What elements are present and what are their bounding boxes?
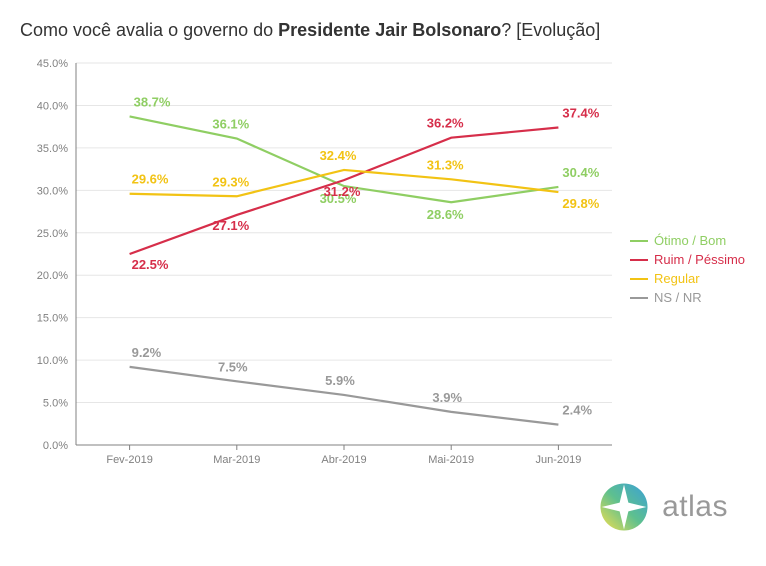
svg-text:25.0%: 25.0% <box>37 228 68 240</box>
svg-text:30.0%: 30.0% <box>37 185 68 197</box>
legend-swatch <box>630 259 648 261</box>
svg-text:31.3%: 31.3% <box>427 157 464 172</box>
legend: Ótimo / Bom Ruim / Péssimo Regular NS / NR <box>622 53 745 309</box>
legend-item: Regular <box>630 271 745 286</box>
chart-container: 0.0% 5.0% 10.0% 15.0% 20.0% 25.0% 30.0% 35.0% 40… <box>20 53 746 473</box>
svg-text:Mar-2019: Mar-2019 <box>213 454 260 466</box>
svg-text:36.2%: 36.2% <box>427 116 464 131</box>
svg-text:29.3%: 29.3% <box>212 174 249 189</box>
svg-text:10.0%: 10.0% <box>37 355 68 367</box>
chart-title: Como você avalia o governo do Presidente… <box>20 20 746 41</box>
legend-swatch <box>630 278 648 280</box>
svg-text:Jun-2019: Jun-2019 <box>535 454 581 466</box>
legend-item: Ótimo / Bom <box>630 233 745 248</box>
brand-name: atlas <box>662 490 728 524</box>
svg-text:0.0%: 0.0% <box>43 440 68 452</box>
atlas-logo-icon <box>596 479 652 535</box>
svg-text:28.6%: 28.6% <box>427 207 464 222</box>
svg-text:27.1%: 27.1% <box>212 218 249 233</box>
svg-text:Abr-2019: Abr-2019 <box>321 454 366 466</box>
legend-swatch <box>630 240 648 242</box>
svg-text:29.8%: 29.8% <box>562 196 599 211</box>
legend-swatch <box>630 297 648 299</box>
svg-text:7.5%: 7.5% <box>218 359 248 374</box>
svg-text:29.6%: 29.6% <box>132 172 169 187</box>
svg-text:Fev-2019: Fev-2019 <box>106 454 152 466</box>
svg-text:5.0%: 5.0% <box>43 398 68 410</box>
legend-item: NS / NR <box>630 290 745 305</box>
svg-text:45.0%: 45.0% <box>37 58 68 70</box>
legend-label: Regular <box>654 271 700 286</box>
svg-text:35.0%: 35.0% <box>37 143 68 155</box>
title-suffix: ? [Evolução] <box>501 20 600 40</box>
svg-text:2.4%: 2.4% <box>562 403 592 418</box>
svg-text:22.5%: 22.5% <box>132 257 169 272</box>
svg-text:31.2%: 31.2% <box>324 184 361 199</box>
legend-item: Ruim / Péssimo <box>630 252 745 267</box>
svg-text:15.0%: 15.0% <box>37 313 68 325</box>
legend-label: NS / NR <box>654 290 702 305</box>
svg-text:32.4%: 32.4% <box>320 148 357 163</box>
svg-text:5.9%: 5.9% <box>325 373 355 388</box>
legend-label: Ruim / Péssimo <box>654 252 745 267</box>
line-chart: 0.0% 5.0% 10.0% 15.0% 20.0% 25.0% 30.0% 35.0% 40… <box>20 53 622 473</box>
title-prefix: Como você avalia o governo do <box>20 20 278 40</box>
svg-text:9.2%: 9.2% <box>132 345 162 360</box>
title-bold: Presidente Jair Bolsonaro <box>278 20 501 40</box>
svg-text:36.1%: 36.1% <box>212 117 249 132</box>
svg-text:38.7%: 38.7% <box>134 94 171 109</box>
svg-text:37.4%: 37.4% <box>562 106 599 121</box>
svg-text:40.0%: 40.0% <box>37 100 68 112</box>
svg-text:Mai-2019: Mai-2019 <box>428 454 474 466</box>
svg-text:3.9%: 3.9% <box>432 390 462 405</box>
legend-label: Ótimo / Bom <box>654 233 726 248</box>
svg-text:30.4%: 30.4% <box>562 165 599 180</box>
brand-row: atlas <box>20 479 746 535</box>
svg-text:20.0%: 20.0% <box>37 270 68 282</box>
